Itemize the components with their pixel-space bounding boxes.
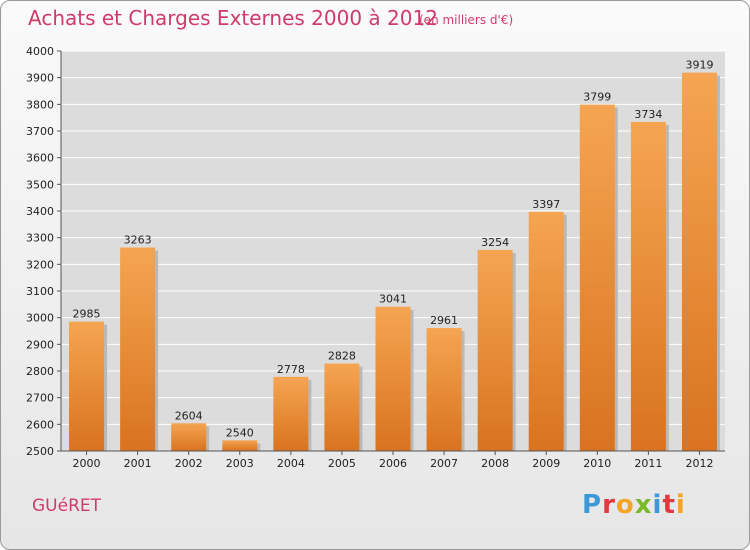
y-tick-label: 3100 (26, 285, 54, 298)
y-tick-label: 2900 (26, 338, 54, 351)
bar-2002 (171, 423, 207, 451)
bar-value-label: 3397 (532, 198, 560, 211)
logo-letter: x (634, 490, 653, 520)
y-tick-label: 3900 (26, 72, 54, 85)
logo-letter: o (615, 490, 635, 520)
chart-title: Achats et Charges Externes 2000 à 2012 (28, 6, 438, 30)
bar-2011 (630, 121, 666, 451)
x-tick-label: 2007 (430, 457, 458, 470)
y-tick-label: 2600 (26, 418, 54, 431)
bar-value-label: 3263 (124, 234, 152, 247)
x-tick-label: 2009 (532, 457, 560, 470)
logo-letter: t (662, 490, 676, 520)
logo-letter: P (582, 490, 603, 520)
bar-2010 (579, 104, 615, 451)
y-tick-label: 3700 (26, 125, 54, 138)
y-tick-label: 3000 (26, 312, 54, 325)
chart-subtitle: (en milliers d'€) (419, 13, 514, 27)
y-tick-label: 3800 (26, 98, 54, 111)
bar-value-label: 2540 (226, 426, 254, 439)
logo-letter: i (652, 490, 663, 520)
x-tick-label: 2001 (124, 457, 152, 470)
bar-2008 (477, 249, 513, 451)
y-tick-label: 3200 (26, 258, 54, 271)
bar-value-label: 2985 (73, 308, 101, 321)
bar-2000 (69, 321, 105, 451)
x-tick-label: 2010 (583, 457, 611, 470)
x-tick-label: 2012 (685, 457, 713, 470)
y-tick-label: 3400 (26, 205, 54, 218)
logo-letter: r (602, 490, 616, 520)
y-tick-label: 4000 (26, 45, 54, 58)
x-tick-label: 2004 (277, 457, 305, 470)
x-tick-label: 2003 (226, 457, 254, 470)
bar-2012 (681, 72, 717, 451)
logo-letter: i (675, 490, 686, 520)
bar-2007 (426, 328, 462, 451)
bar-2005 (324, 363, 360, 451)
bar-2009 (528, 211, 564, 451)
y-tick-label: 2500 (26, 445, 54, 458)
bar-value-label: 2961 (430, 314, 458, 327)
bar-value-label: 3254 (481, 236, 509, 249)
x-tick-label: 2005 (328, 457, 356, 470)
x-tick-label: 2002 (175, 457, 203, 470)
bar-value-label: 3734 (634, 108, 662, 121)
bar-2001 (120, 247, 156, 451)
x-tick-label: 2008 (481, 457, 509, 470)
y-tick-label: 2800 (26, 365, 54, 378)
bar-2004 (273, 376, 309, 451)
y-tick-label: 3300 (26, 232, 54, 245)
y-tick-label: 3600 (26, 152, 54, 165)
y-tick-label: 2700 (26, 392, 54, 405)
x-tick-label: 2011 (634, 457, 662, 470)
bar-value-label: 3041 (379, 293, 407, 306)
bar-2003 (222, 440, 258, 451)
bar-value-label: 3799 (583, 91, 611, 104)
bar-value-label: 3919 (685, 59, 713, 72)
bar-value-label: 2778 (277, 363, 305, 376)
proxiti-logo: Proxiti (582, 490, 686, 520)
bar-value-label: 2604 (175, 409, 203, 422)
x-tick-label: 2000 (73, 457, 101, 470)
city-label: GUéRET (32, 496, 102, 516)
x-tick-label: 2006 (379, 457, 407, 470)
bar-value-label: 2828 (328, 350, 356, 363)
bar-2006 (375, 306, 411, 451)
y-tick-label: 3500 (26, 178, 54, 191)
